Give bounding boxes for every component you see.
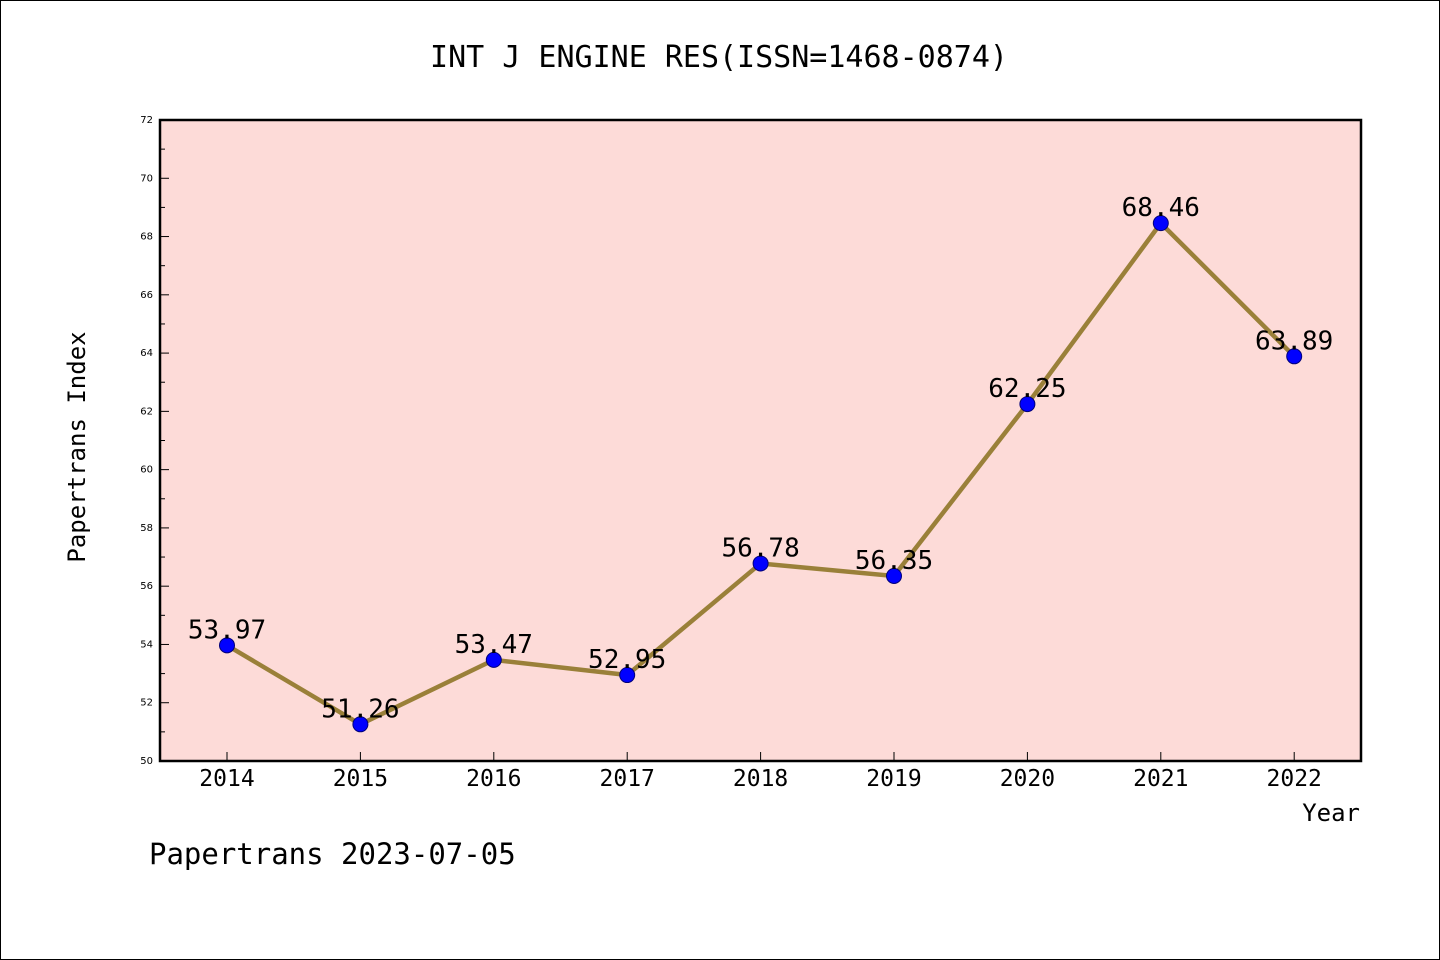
x-tick-label: 2015 (333, 766, 388, 792)
chart-title: INT J ENGINE RES(ISSN=1468-0874) (430, 40, 1008, 75)
data-label: 62.25 (988, 374, 1066, 404)
y-tick-label: 62 (140, 406, 153, 417)
x-axis-label: Year (1302, 799, 1360, 827)
y-tick-label: 66 (140, 290, 153, 301)
x-tick-label: 2018 (733, 766, 788, 792)
y-tick-label: 58 (140, 523, 153, 534)
x-tick-label: 2019 (866, 766, 921, 792)
y-axis-ticks: 50 52 54 56 58 60 62 64 66 68 70 72 (140, 115, 169, 767)
data-point (752, 555, 769, 572)
data-point (1019, 396, 1036, 413)
data-point (619, 667, 636, 684)
x-tick-label: 2020 (1000, 766, 1055, 792)
footer-text: Papertrans 2023-07-05 (149, 837, 516, 871)
data-point (1152, 215, 1169, 232)
y-tick-label: 56 (140, 581, 153, 592)
data-point (219, 637, 235, 654)
y-tick-label: 60 (140, 465, 153, 476)
series-group (219, 215, 1303, 733)
y-tick-label: 70 (140, 173, 153, 184)
data-point (1286, 348, 1303, 365)
y-tick-label: 54 (140, 639, 153, 650)
data-label: 56.35 (855, 546, 933, 576)
x-tick-label: 2016 (466, 766, 521, 792)
data-label: 68.46 (1122, 193, 1200, 223)
data-label-group: 53.97 51.26 53.47 52.95 56.78 56.35 62.25 68.46… (188, 193, 1333, 724)
y-tick-label: 68 (140, 232, 153, 243)
data-point (886, 567, 902, 584)
data-label: 63.89 (1255, 326, 1333, 356)
y-tick-label: 72 (140, 115, 153, 126)
y-tick-label: 64 (140, 348, 153, 359)
data-label: 53.97 (188, 615, 266, 645)
x-axis-ticks: 2014 2015 2016 2017 2018 2019 2020 2021 2022 (199, 752, 1322, 792)
data-label: 53.47 (455, 630, 533, 660)
y-tick-label: 50 (140, 756, 153, 767)
data-label: 52.95 (588, 645, 666, 675)
x-tick-label: 2017 (600, 766, 655, 792)
data-label: 51.26 (321, 694, 399, 724)
data-point (485, 651, 502, 668)
y-axis-label: Papertrans Index (63, 331, 91, 562)
data-point (352, 716, 369, 733)
x-tick-label: 2021 (1133, 766, 1188, 792)
x-tick-label: 2022 (1267, 766, 1322, 792)
y-tick-label: 52 (140, 698, 153, 709)
x-tick-label: 2014 (199, 766, 254, 792)
data-label: 56.78 (721, 533, 799, 563)
